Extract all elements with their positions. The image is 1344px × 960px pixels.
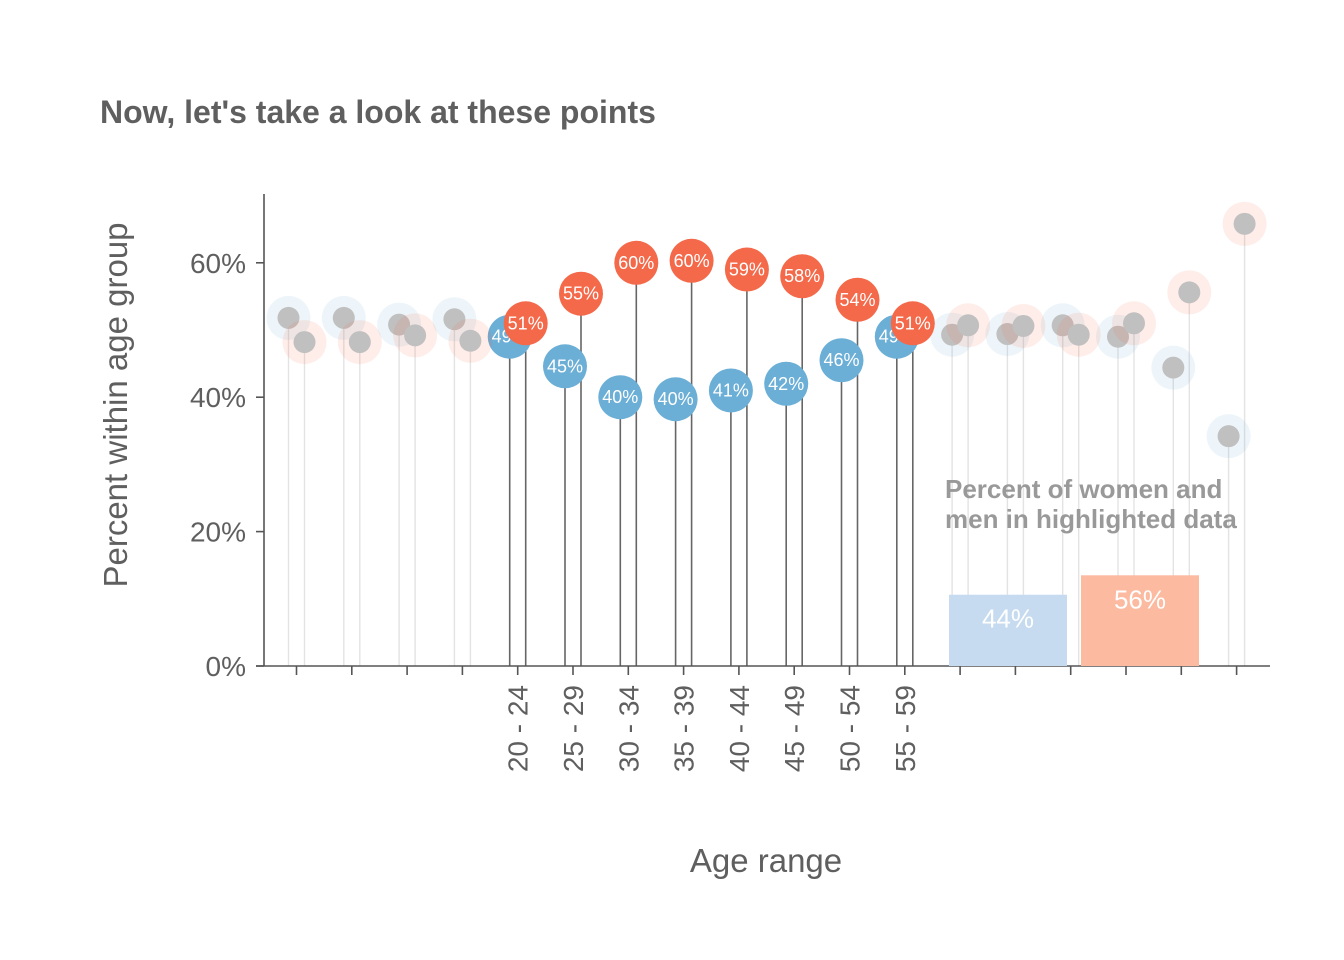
faded-data-point xyxy=(348,331,371,354)
x-tick-label: 55 - 59 xyxy=(890,685,921,772)
x-tick-label: 45 - 49 xyxy=(779,685,810,772)
chart-title: Now, let's take a look at these points xyxy=(100,94,656,130)
x-tick-label: 40 - 44 xyxy=(724,685,755,772)
faded-data-point xyxy=(1178,281,1201,304)
faded-data-point xyxy=(293,331,316,354)
faded-data-point xyxy=(443,308,466,331)
data-point-label: 41% xyxy=(713,380,749,400)
data-point-label: 51% xyxy=(508,313,544,333)
data-point-label: 42% xyxy=(768,374,804,394)
data-point-label: 40% xyxy=(658,389,694,409)
y-tick-label: 60% xyxy=(190,248,246,279)
faded-data-point xyxy=(404,324,427,347)
faded-data-point xyxy=(332,306,355,329)
data-point-label: 46% xyxy=(823,350,859,370)
x-tick-label: 25 - 29 xyxy=(558,685,589,772)
data-point xyxy=(503,301,548,346)
data-point xyxy=(819,338,864,383)
inset-bar xyxy=(949,594,1067,666)
data-point xyxy=(764,361,809,406)
x-tick-label: 20 - 24 xyxy=(503,685,534,772)
x-axis-title: Age range xyxy=(690,842,842,879)
inset-title-line-2: men in highlighted data xyxy=(945,504,1237,534)
x-tick-label: 30 - 34 xyxy=(613,685,644,772)
faded-data-point xyxy=(1012,314,1035,337)
data-point-label: 45% xyxy=(547,356,583,376)
faded-data-point xyxy=(1051,314,1074,337)
inset-bar-label: 44% xyxy=(982,604,1034,634)
data-point xyxy=(598,375,643,420)
data-point xyxy=(559,271,603,316)
data-point-label: 51% xyxy=(895,313,931,333)
y-tick-label: 0% xyxy=(206,651,246,682)
data-point xyxy=(724,247,769,292)
faded-data-point xyxy=(459,329,482,352)
inset-title-line-1: Percent of women and xyxy=(945,474,1222,504)
faded-data-point xyxy=(1107,325,1129,348)
x-tick-label: 35 - 39 xyxy=(669,685,700,772)
data-point-label: 59% xyxy=(729,260,765,280)
inset-bar xyxy=(1081,575,1199,666)
x-axis-ticks: 20 - 24 25 - 29 30 - 34 35 - 39 40 - 44 45 - … xyxy=(295,666,1238,772)
data-point xyxy=(669,238,714,283)
data-point xyxy=(543,344,587,389)
faded-data-point xyxy=(1123,312,1145,335)
data-point-label: 60% xyxy=(674,251,710,271)
y-tick-label: 40% xyxy=(190,382,246,413)
data-point xyxy=(780,254,825,299)
y-axis-ticks: 0% 20% 40% 60% xyxy=(190,248,264,682)
faded-data-point xyxy=(1067,323,1090,346)
data-point-label: 58% xyxy=(784,266,820,286)
data-point-label: 54% xyxy=(839,290,875,310)
lollipop-points: 49%45%40%40%41%42%46%49%51%55%60%60%59%5… xyxy=(266,201,1267,459)
inset-bar-chart: Percent of women and men in highlighted … xyxy=(945,474,1237,666)
inset-bar-label: 56% xyxy=(1114,584,1166,614)
faded-data-point xyxy=(277,306,300,329)
data-point-label: 40% xyxy=(602,387,638,407)
y-tick-label: 20% xyxy=(190,517,246,548)
faded-data-point xyxy=(388,313,411,336)
data-point xyxy=(708,368,753,413)
faded-data-point xyxy=(957,314,980,337)
faded-data-point xyxy=(1162,356,1185,379)
faded-data-point xyxy=(941,323,964,346)
data-point xyxy=(890,301,935,346)
faded-data-point xyxy=(1217,425,1240,448)
y-axis-title: Percent within age group xyxy=(97,222,134,587)
data-point xyxy=(653,377,698,422)
data-point-label: 55% xyxy=(563,284,599,304)
data-point xyxy=(835,277,880,322)
x-tick-label: 50 - 54 xyxy=(835,685,866,772)
data-point xyxy=(614,240,659,285)
faded-data-point xyxy=(1233,212,1256,235)
data-point-label: 60% xyxy=(618,253,654,273)
